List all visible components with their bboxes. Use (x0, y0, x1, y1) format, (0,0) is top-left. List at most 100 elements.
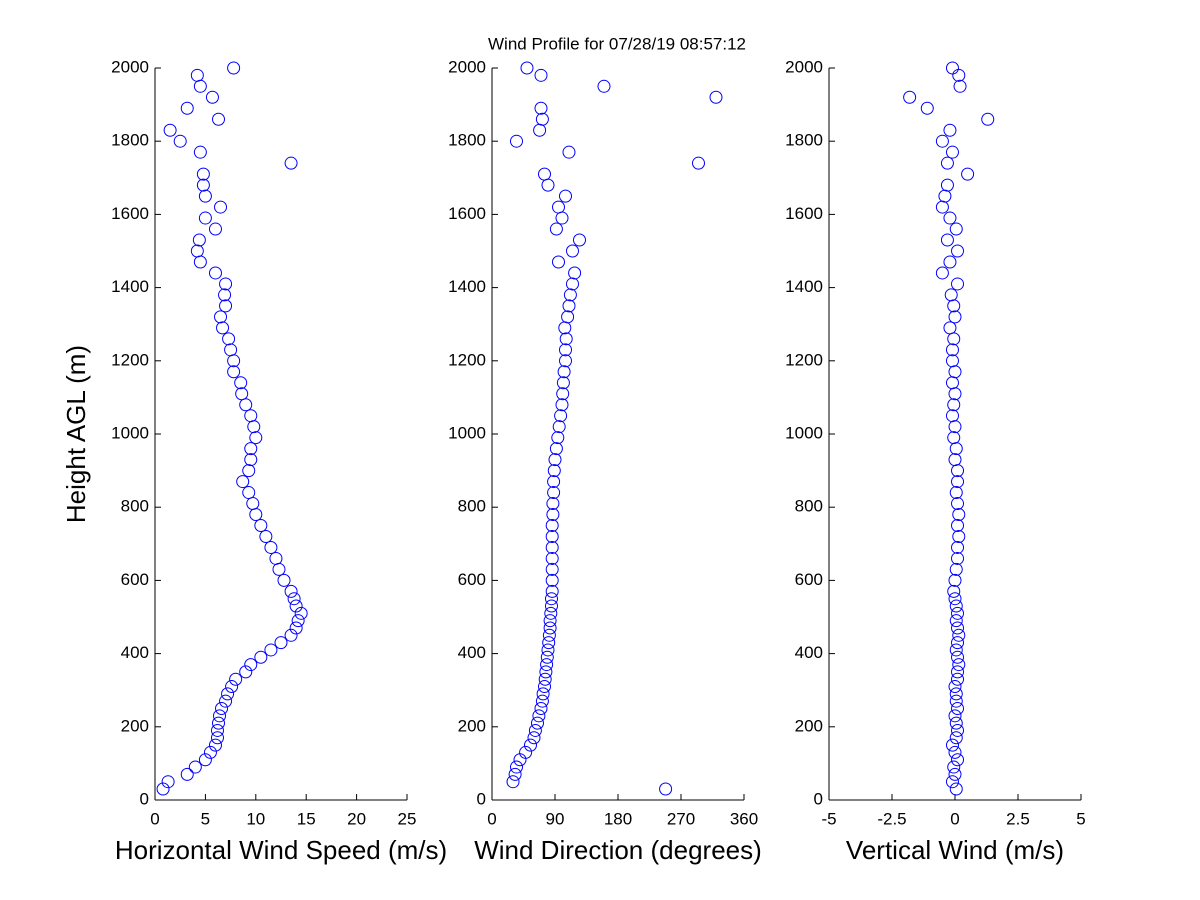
data-point (948, 592, 962, 606)
data-point (284, 628, 298, 642)
data-point (949, 716, 963, 730)
data-point (556, 376, 570, 390)
data-point (573, 233, 586, 247)
data-point (951, 475, 965, 489)
data-point (952, 529, 966, 543)
data-point (951, 621, 965, 635)
data-point (543, 621, 557, 635)
data-point (210, 731, 224, 745)
y-tick-label: 1600 (111, 204, 149, 223)
y-tick-label: 600 (458, 570, 486, 589)
x-axis-label: Vertical Wind (m/s) (846, 835, 1064, 865)
data-point (173, 134, 187, 148)
data-point (188, 760, 202, 774)
data-point (161, 775, 175, 789)
data-point (952, 628, 966, 642)
data-point (545, 551, 559, 565)
y-tick-label: 1800 (785, 131, 823, 150)
data-point (559, 343, 572, 357)
y-tick-label: 800 (458, 497, 486, 516)
data-point (949, 486, 963, 500)
data-point (559, 189, 572, 203)
x-tick-label: 180 (604, 809, 632, 828)
data-point (219, 277, 233, 291)
data-point (212, 112, 226, 126)
data-point (545, 599, 558, 613)
data-point (951, 636, 965, 650)
data-point (948, 767, 962, 781)
y-tick-label: 2000 (448, 57, 486, 76)
data-point (945, 738, 959, 752)
data-point (949, 599, 963, 613)
y-tick-label: 2000 (785, 57, 823, 76)
data-point (557, 365, 571, 379)
data-point (951, 277, 965, 291)
data-point (951, 753, 965, 767)
x-tick-label: 5 (201, 809, 210, 828)
data-point (961, 167, 975, 181)
data-point (556, 387, 570, 401)
y-tick-label: 400 (795, 643, 823, 662)
data-point (552, 255, 565, 269)
data-point (545, 592, 558, 606)
data-point (951, 519, 965, 532)
data-point (559, 354, 572, 368)
data-point (555, 398, 569, 412)
data-point (163, 123, 177, 137)
data-point (945, 775, 959, 789)
data-point (190, 68, 204, 82)
data-point (552, 200, 565, 214)
data-point (952, 658, 966, 672)
data-point (289, 599, 303, 613)
chart-title: Wind Profile for 07/28/19 08:57:12 (488, 34, 746, 53)
data-point (940, 233, 954, 247)
y-tick-label: 1800 (448, 131, 486, 150)
data-point (947, 398, 961, 412)
y-tick-label: 2000 (111, 57, 149, 76)
data-point (945, 409, 959, 423)
data-point (198, 189, 212, 203)
data-point (244, 409, 258, 423)
y-tick-label: 0 (477, 789, 486, 808)
data-point (269, 551, 283, 565)
data-point (277, 573, 291, 587)
data-point (943, 123, 957, 137)
data-point (534, 68, 548, 82)
y-tick-label: 1400 (448, 277, 486, 296)
y-tick-label: 600 (795, 570, 823, 589)
data-point (945, 354, 959, 368)
data-point (948, 709, 962, 723)
data-point (542, 636, 556, 650)
data-point (945, 61, 959, 75)
data-point (949, 643, 963, 657)
data-point (543, 614, 557, 628)
data-point (284, 156, 298, 170)
x-tick-label: -2.5 (877, 809, 906, 828)
data-point (536, 687, 550, 701)
data-point (219, 299, 233, 313)
data-point (951, 702, 965, 715)
data-point (264, 540, 278, 554)
data-point (951, 606, 965, 620)
y-tick-label: 800 (121, 497, 149, 516)
data-point (532, 709, 546, 723)
data-point (547, 486, 561, 500)
data-point (508, 767, 522, 781)
data-point (244, 442, 258, 456)
data-point (236, 475, 250, 489)
data-point (545, 540, 559, 554)
data-point (239, 665, 253, 679)
data-point (562, 145, 576, 159)
data-point (190, 244, 204, 258)
data-point (180, 101, 194, 115)
data-point (284, 584, 298, 598)
data-point (193, 145, 207, 159)
data-point (540, 650, 554, 664)
y-tick-label: 1200 (785, 350, 823, 369)
data-point (244, 453, 258, 467)
data-point (538, 680, 551, 694)
data-point (535, 694, 549, 708)
data-point (538, 672, 552, 686)
data-point (294, 606, 308, 620)
